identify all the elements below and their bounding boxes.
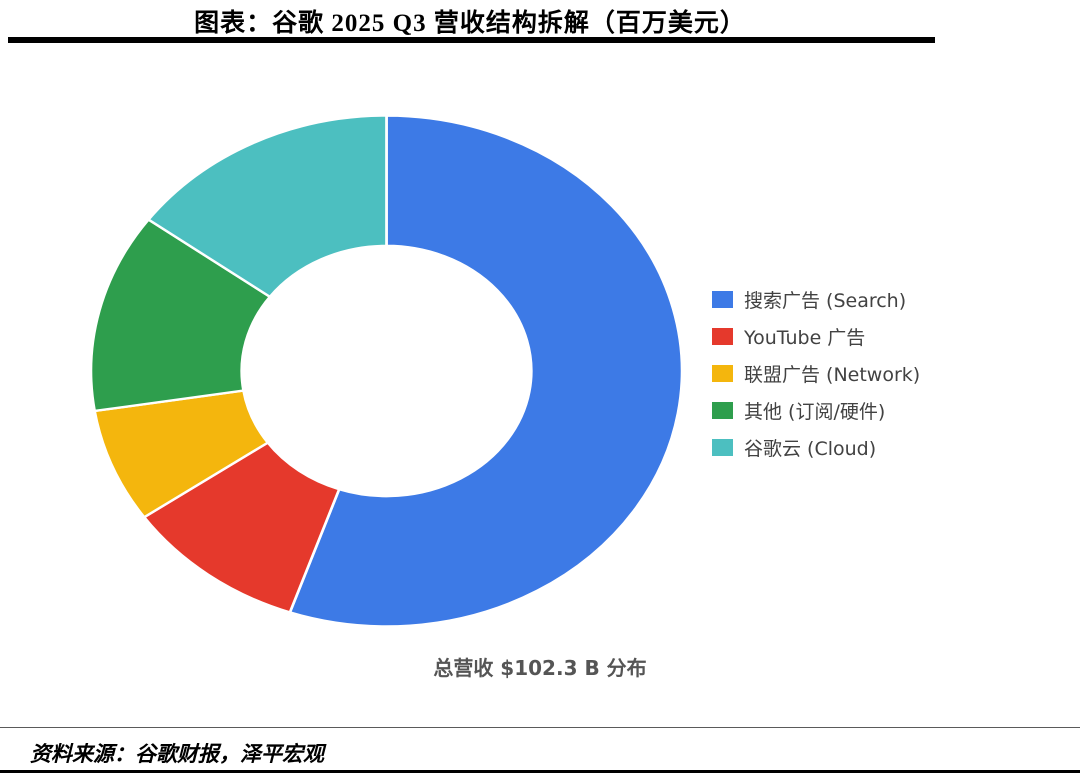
legend-item-cloud: 谷歌云 (Cloud): [712, 437, 920, 460]
legend-item-search: 搜索广告 (Search): [712, 289, 920, 312]
donut-chart-svg: [89, 114, 684, 628]
legend-swatch-other: [712, 401, 733, 419]
legend-label: 搜索广告 (Search): [744, 289, 907, 312]
footer-divider-thin: [0, 727, 1080, 728]
donut-chart: [88, 113, 685, 629]
legend-swatch-search: [712, 290, 733, 308]
legend-label: 谷歌云 (Cloud): [744, 437, 877, 460]
legend-swatch-cloud: [712, 438, 733, 456]
legend-item-other: 其他 (订阅/硬件): [712, 400, 920, 423]
legend-label: 联盟广告 (Network): [744, 363, 921, 386]
chart-title: 图表：谷歌 2025 Q3 营收结构拆解（百万美元）: [194, 10, 746, 37]
legend-label: 其他 (订阅/硬件): [744, 400, 886, 423]
total-revenue-caption: 总营收 $102.3 B 分布: [433, 656, 647, 680]
legend-swatch-network: [712, 364, 733, 382]
legend-swatch-youtube: [712, 327, 733, 345]
footer-divider-bottom: [0, 770, 1080, 773]
donut-slice: [288, 114, 684, 628]
legend-item-network: 联盟广告 (Network): [712, 363, 920, 386]
legend-label: YouTube 广告: [744, 326, 866, 349]
donut-slice: [146, 114, 388, 299]
legend-item-youtube: YouTube 广告: [712, 326, 920, 349]
source-note: 资料来源：谷歌财报，泽平宏观: [30, 742, 324, 766]
legend: 搜索广告 (Search) YouTube 广告 联盟广告 (Network) …: [712, 289, 920, 474]
title-divider-bar: [8, 37, 935, 43]
